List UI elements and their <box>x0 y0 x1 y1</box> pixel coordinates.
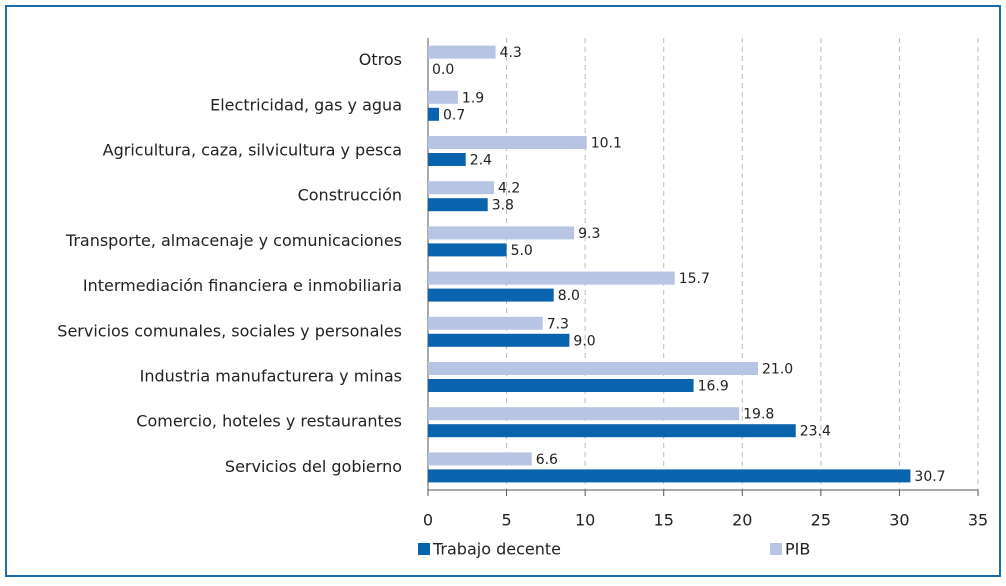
value-label: 30.7 <box>914 469 945 485</box>
x-tick-label: 10 <box>575 511 595 530</box>
bar <box>428 226 575 240</box>
value-label: 9.0 <box>573 333 595 349</box>
bar <box>428 362 758 375</box>
frame <box>5 5 1001 577</box>
bar <box>428 243 507 257</box>
bar <box>428 379 694 392</box>
x-tick-label: 25 <box>811 511 831 530</box>
bar <box>428 90 458 104</box>
value-label: 3.8 <box>492 198 514 214</box>
bar <box>428 424 796 438</box>
value-label: 6.6 <box>536 452 558 468</box>
value-label: 5.0 <box>511 243 533 259</box>
value-label: 15.7 <box>679 271 710 287</box>
y-tick-label: Construcción <box>298 186 402 205</box>
y-tick-label: Comercio, hoteles y restaurantes <box>136 412 402 431</box>
y-tick-label: Industria manufacturera y minas <box>140 367 402 386</box>
y-tick-label: Transporte, almacenaje y comunicaciones <box>65 231 402 250</box>
y-tick-label: Electricidad, gas y agua <box>210 95 402 114</box>
bar <box>428 333 570 347</box>
legend-swatch <box>418 543 430 555</box>
bar <box>428 181 494 195</box>
x-tick-label: 35 <box>968 511 988 530</box>
value-label: 9.3 <box>578 226 600 242</box>
y-tick-label: Servicios comunales, sociales y personal… <box>57 321 402 340</box>
legend-label: PIB <box>785 540 810 559</box>
y-tick-label: Agricultura, caza, silvicultura y pesca <box>103 141 402 160</box>
value-label: 10.1 <box>591 136 622 152</box>
legend-swatch <box>770 543 782 555</box>
x-tick-label: 0 <box>423 511 433 530</box>
x-tick-label: 30 <box>889 511 909 530</box>
legend-label: Trabajo decente <box>432 540 561 559</box>
value-label: 2.4 <box>470 153 492 169</box>
bar <box>428 271 675 285</box>
bar <box>428 153 466 166</box>
value-label: 21.0 <box>762 362 793 378</box>
value-label: 1.9 <box>462 90 484 106</box>
y-tick-label: Otros <box>359 50 402 69</box>
bar <box>428 452 532 466</box>
value-label: 4.3 <box>500 45 522 61</box>
y-tick-label: Intermediación financiera e inmobiliaria <box>83 276 402 295</box>
value-label: 8.0 <box>558 288 580 304</box>
value-label: 16.9 <box>698 379 729 395</box>
bar <box>428 469 911 483</box>
value-label: 0.7 <box>443 107 465 123</box>
bar <box>428 288 554 302</box>
bar <box>428 316 543 330</box>
y-tick-label: Servicios del gobierno <box>225 457 402 476</box>
value-label: 0.0 <box>432 62 454 78</box>
bar <box>428 136 587 149</box>
value-label: 19.8 <box>743 407 774 423</box>
value-label: 7.3 <box>547 316 569 332</box>
x-tick-label: 15 <box>654 511 674 530</box>
value-label: 23.4 <box>800 424 831 440</box>
x-tick-label: 20 <box>732 511 752 530</box>
bar <box>428 407 740 421</box>
bar <box>428 107 439 121</box>
x-tick-label: 5 <box>501 511 511 530</box>
bar <box>428 45 496 59</box>
value-label: 4.2 <box>498 181 520 197</box>
bar <box>428 198 488 212</box>
